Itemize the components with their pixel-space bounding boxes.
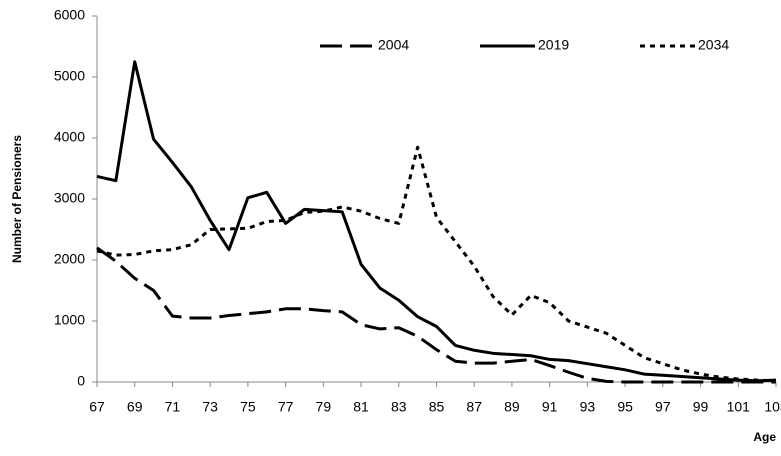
series-line: [96, 145, 777, 383]
x-tick-label: 71: [165, 399, 181, 415]
x-tick-label: 83: [391, 399, 407, 415]
x-tick-label: 93: [580, 399, 596, 415]
x-tick-label: 73: [202, 399, 218, 415]
x-tick-label: 87: [466, 399, 482, 415]
y-axis-label: Number of Pensioners: [10, 135, 24, 263]
y-tick-label: 1000: [54, 312, 85, 328]
x-tick-label: 79: [316, 399, 332, 415]
y-tick-label: 2000: [54, 251, 85, 267]
series-line: [96, 246, 776, 384]
x-tick-label: 69: [127, 399, 143, 415]
x-axis-label: Age: [753, 430, 776, 444]
y-tick-label: 6000: [54, 7, 85, 23]
x-tick-label: 95: [617, 399, 633, 415]
x-tick-label: 91: [542, 399, 558, 415]
series-line: [96, 60, 777, 383]
x-tick-label: 77: [278, 399, 294, 415]
y-tick-label: 4000: [54, 129, 85, 145]
legend-label: 2004: [378, 37, 409, 53]
x-tick-label: 81: [353, 399, 369, 415]
y-tick-label: 0: [77, 373, 85, 389]
legend-label: 2019: [538, 37, 569, 53]
x-tick-label: 101: [727, 399, 751, 415]
x-tick-label: 103: [764, 399, 781, 415]
x-tick-label: 89: [504, 399, 520, 415]
x-tick-label: 97: [655, 399, 671, 415]
legend-label: 2034: [698, 37, 729, 53]
x-tick-label: 75: [240, 399, 256, 415]
x-tick-label: 99: [693, 399, 709, 415]
x-tick-label: 67: [89, 399, 105, 415]
x-tick-label: 85: [429, 399, 445, 415]
y-tick-label: 3000: [54, 190, 85, 206]
y-tick-label: 5000: [54, 68, 85, 84]
